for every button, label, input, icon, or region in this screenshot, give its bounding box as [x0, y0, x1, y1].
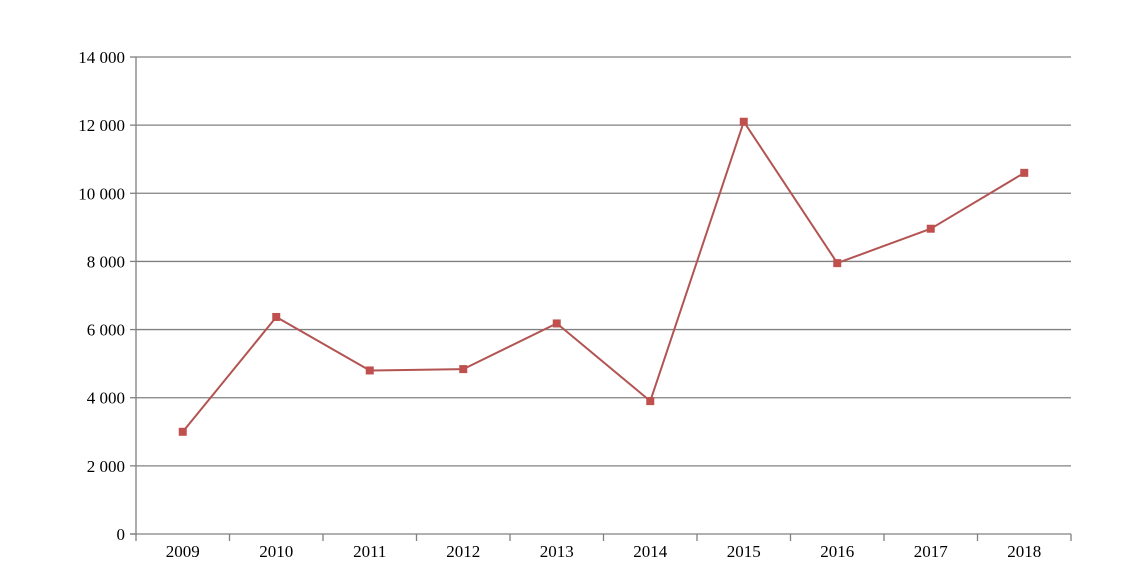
data-point-marker [365, 366, 374, 375]
data-point-marker [833, 259, 842, 268]
data-point-marker [1020, 168, 1029, 177]
x-tick-label: 2012 [446, 542, 480, 561]
data-point-marker [646, 397, 655, 406]
x-tick-label: 2018 [1007, 542, 1041, 561]
y-tick-label: 6 000 [87, 321, 125, 340]
data-point-marker [459, 365, 468, 374]
y-axis-tick-labels: 0 2 000 4 000 6 000 8 000 10 000 12 000 14 000 [78, 48, 125, 544]
x-tick-label: 2013 [540, 542, 574, 561]
series-line [182, 120, 1025, 433]
data-point-marker [272, 312, 281, 321]
y-tick-label: 0 [117, 525, 126, 544]
x-tick-label: 2009 [166, 542, 200, 561]
y-tick-label: 4 000 [87, 389, 125, 408]
y-tick-label: 14 000 [78, 48, 125, 67]
data-point-marker [739, 117, 748, 126]
y-tick-label: 8 000 [87, 252, 125, 271]
data-point-marker [552, 319, 561, 328]
x-tick-label: 2014 [633, 542, 668, 561]
x-tick-label: 2010 [259, 542, 293, 561]
y-tick-label: 12 000 [78, 116, 125, 135]
series-line-group [178, 117, 1029, 436]
y-tick-label: 2 000 [87, 457, 125, 476]
x-tick-label: 2011 [353, 542, 386, 561]
x-tick-label: 2015 [727, 542, 761, 561]
data-point-marker [178, 427, 187, 436]
x-tick-label: 2016 [820, 542, 854, 561]
y-tick-label: 10 000 [78, 184, 125, 203]
x-tick-label: 2017 [914, 542, 949, 561]
data-point-marker [926, 224, 935, 233]
x-axis-tick-labels: 2009 2010 2011 2012 2013 2014 2015 2016 2017 2018 [166, 542, 1042, 561]
axes [130, 56, 1072, 541]
gridlines [136, 56, 1071, 467]
